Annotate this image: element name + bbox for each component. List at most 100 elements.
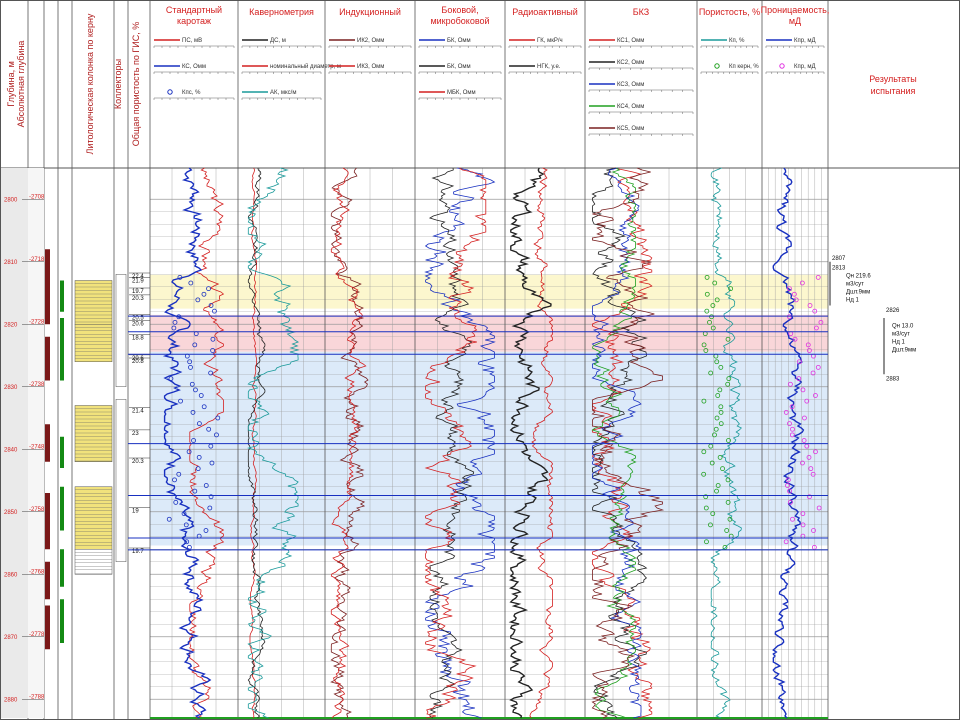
log-curve	[330, 167, 369, 719]
legend-label: БК, Омм	[447, 64, 471, 70]
core-point	[797, 359, 802, 365]
core-point	[800, 522, 806, 528]
abs-depth-label: -2708	[29, 194, 45, 200]
log-curve	[591, 167, 648, 719]
depth-label: 2880	[4, 697, 18, 703]
core-point	[790, 516, 795, 522]
legend-label: Кпр, мД	[794, 64, 816, 70]
core-point	[208, 303, 214, 308]
porosity-value: 23	[132, 431, 139, 437]
core-point	[710, 303, 716, 308]
legend-marker	[779, 63, 785, 69]
legend-label: АК, мкс/м	[270, 90, 296, 96]
band-yellow	[150, 274, 828, 309]
core-point	[176, 471, 182, 477]
test-line: м3/сут	[846, 281, 864, 287]
core-point	[173, 499, 179, 505]
legend-label: номинальный диаметр, м	[270, 63, 341, 70]
core-point	[188, 364, 193, 370]
column-headers: Глубина, м Абсолютная глубина Литологическ…	[6, 5, 917, 154]
abs-depth-label: -2748	[29, 444, 45, 450]
track-title-std-2: каротаж	[177, 16, 211, 26]
log-curve	[772, 167, 805, 719]
core-point	[701, 449, 707, 455]
core-point	[166, 516, 172, 522]
core-point	[813, 449, 818, 455]
core-point	[725, 499, 731, 505]
core-point	[790, 426, 795, 432]
collector-interval	[115, 274, 127, 387]
core-point	[208, 494, 214, 500]
core-point	[728, 286, 734, 292]
core-point	[190, 409, 196, 415]
core-point	[172, 319, 178, 325]
legend-label: ДС, м	[270, 38, 286, 44]
test-line: Дшт.9мм	[846, 289, 870, 295]
perforation-interval	[45, 561, 50, 600]
core-point	[707, 319, 712, 325]
core-point	[783, 539, 789, 545]
abs-depth-label: -2728	[29, 319, 45, 325]
core-point	[800, 460, 805, 466]
core-point	[808, 466, 814, 472]
header-depth-sub: Абсолютная глубина	[16, 41, 26, 128]
test-interval	[60, 318, 64, 381]
core-point	[203, 528, 209, 533]
porosity-value: 20.3	[132, 296, 144, 302]
core-point	[810, 370, 816, 376]
test-interval	[60, 599, 64, 643]
core-point	[811, 544, 817, 550]
core-point	[708, 522, 713, 528]
core-point	[813, 325, 819, 331]
core-point	[703, 505, 709, 511]
core-point	[701, 398, 707, 404]
core-point	[215, 415, 221, 421]
depth-strip	[1, 168, 28, 718]
core-point	[785, 477, 791, 483]
porosity-value: 21.4	[132, 408, 144, 414]
perforation-interval	[45, 605, 50, 650]
log-curve	[424, 167, 496, 719]
core-point	[212, 308, 217, 314]
track-title-lat: Боковой,	[441, 5, 478, 15]
core-point	[712, 432, 717, 438]
porosity-value: 20.6	[132, 356, 144, 362]
legend-label: ИК3, Омм	[357, 64, 384, 70]
legend-label: ПС, мВ	[182, 38, 202, 44]
porosity-value: 18.8	[132, 335, 144, 341]
core-point	[783, 409, 789, 415]
test-top-label: 2807	[832, 256, 846, 262]
header-depth: Глубина, м	[6, 61, 16, 107]
core-point	[177, 274, 183, 280]
core-point	[703, 348, 709, 353]
core-point	[713, 426, 719, 432]
core-point	[192, 488, 198, 494]
legend-label: НГК, у.е.	[537, 64, 561, 70]
core-point	[203, 483, 209, 488]
core-point	[718, 409, 724, 415]
core-point	[800, 387, 806, 393]
test-interval	[60, 436, 64, 468]
track-title-bkz: БКЗ	[633, 7, 649, 17]
core-point	[801, 438, 807, 443]
core-point	[714, 415, 720, 421]
core-point	[727, 516, 733, 522]
core-point	[709, 460, 715, 466]
core-point	[796, 376, 802, 382]
core-point	[183, 522, 189, 528]
legend-label: КС1, Омм	[617, 38, 644, 44]
track-title-por: Пористость, %	[699, 7, 760, 17]
core-point	[178, 398, 183, 404]
core-point	[704, 291, 710, 297]
track-title-perm-2: мД	[789, 16, 801, 26]
porosity-value: 20.8	[132, 359, 144, 365]
core-point	[725, 336, 731, 342]
track-title-std: Стандартный	[166, 5, 222, 15]
core-point	[715, 483, 721, 488]
core-point	[726, 438, 731, 443]
core-point	[704, 539, 709, 545]
legend-label: Кп керн, %	[729, 64, 759, 70]
porosity-value: 19.7	[132, 289, 144, 295]
